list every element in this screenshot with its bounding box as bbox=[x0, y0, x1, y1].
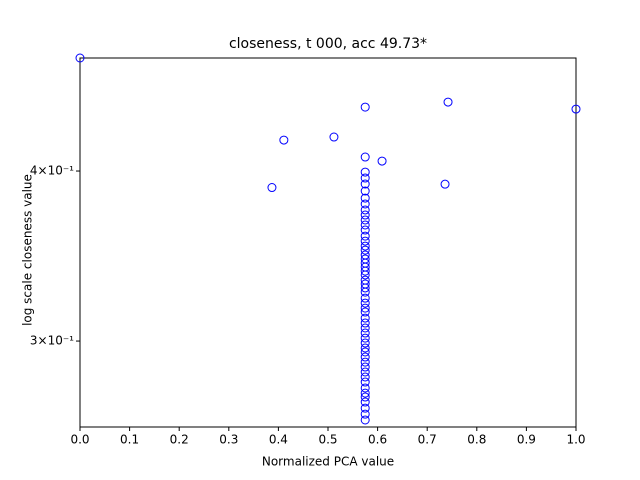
scatter-point bbox=[360, 186, 370, 196]
scatter-point bbox=[360, 167, 370, 177]
scatter-point bbox=[360, 245, 370, 255]
x-tick-label: 0.4 bbox=[269, 433, 288, 447]
scatter-point bbox=[360, 102, 370, 112]
x-tick-label: 0.8 bbox=[467, 433, 486, 447]
scatter-point bbox=[75, 53, 85, 63]
scatter-point bbox=[360, 241, 370, 251]
scatter-point bbox=[360, 313, 370, 323]
x-tick-label: 0.6 bbox=[368, 433, 387, 447]
scatter-point bbox=[360, 270, 370, 280]
x-tick-label: 0.2 bbox=[170, 433, 189, 447]
scatter-point bbox=[440, 179, 450, 189]
scatter-point bbox=[360, 372, 370, 382]
chart-title: closeness, t 000, acc 49.73* bbox=[229, 36, 427, 52]
scatter-point bbox=[360, 367, 370, 377]
scatter-point bbox=[360, 377, 370, 387]
scatter-point bbox=[360, 236, 370, 246]
scatter-point bbox=[360, 231, 370, 241]
scatter-point bbox=[360, 333, 370, 343]
scatter-point bbox=[0, 420, 4, 428]
scatter-point bbox=[267, 183, 277, 193]
scatter-point bbox=[360, 287, 370, 297]
x-tick-label: 0.5 bbox=[318, 433, 337, 447]
y-tick-label: 4×10⁻¹ bbox=[30, 164, 74, 178]
scatter-point bbox=[360, 415, 370, 425]
scatter-point bbox=[360, 303, 370, 313]
scatter-point bbox=[360, 403, 370, 413]
scatter-point bbox=[360, 298, 370, 308]
y-axis-label: log scale closeness value bbox=[21, 174, 35, 326]
plot-frame bbox=[79, 57, 577, 428]
x-tick-label: 0.9 bbox=[517, 433, 536, 447]
scatter-point bbox=[571, 104, 581, 114]
scatter-point bbox=[360, 409, 370, 419]
scatter-point bbox=[360, 347, 370, 357]
scatter-point bbox=[360, 266, 370, 276]
scatter-point bbox=[279, 135, 289, 145]
scatter-point bbox=[360, 283, 370, 293]
x-tick-label: 0.1 bbox=[120, 433, 139, 447]
scatter-point bbox=[360, 152, 370, 162]
scatter-point bbox=[360, 323, 370, 333]
scatter-point bbox=[360, 362, 370, 372]
x-axis-label: Normalized PCA value bbox=[262, 455, 394, 469]
scatter-point bbox=[360, 343, 370, 353]
scatter-point bbox=[360, 392, 370, 402]
scatter-point bbox=[360, 307, 370, 317]
y-tick-label: 3×10⁻¹ bbox=[30, 334, 74, 348]
scatter-point bbox=[360, 357, 370, 367]
scatter-point bbox=[360, 210, 370, 220]
scatter-point bbox=[443, 97, 453, 107]
x-tick-label: 1.0 bbox=[566, 433, 585, 447]
scatter-point bbox=[360, 383, 370, 393]
x-tick-label: 0.0 bbox=[70, 433, 89, 447]
scatter-point bbox=[360, 173, 370, 183]
scatter-point bbox=[360, 293, 370, 303]
scatter-point bbox=[360, 318, 370, 328]
scatter-point bbox=[360, 338, 370, 348]
scatter-point bbox=[360, 328, 370, 338]
scatter-point bbox=[360, 205, 370, 215]
scatter-point bbox=[360, 179, 370, 189]
x-tick-label: 0.3 bbox=[219, 433, 238, 447]
scatter-point bbox=[329, 132, 339, 142]
scatter-point bbox=[377, 156, 387, 166]
scatter-point bbox=[360, 397, 370, 407]
scatter-point bbox=[360, 388, 370, 398]
scatter-point bbox=[360, 352, 370, 362]
scatter-point bbox=[360, 215, 370, 225]
x-tick-label: 0.7 bbox=[418, 433, 437, 447]
scatter-point bbox=[360, 220, 370, 230]
scatter-point bbox=[360, 225, 370, 235]
scatter-point bbox=[360, 199, 370, 209]
scatter-point bbox=[360, 193, 370, 203]
